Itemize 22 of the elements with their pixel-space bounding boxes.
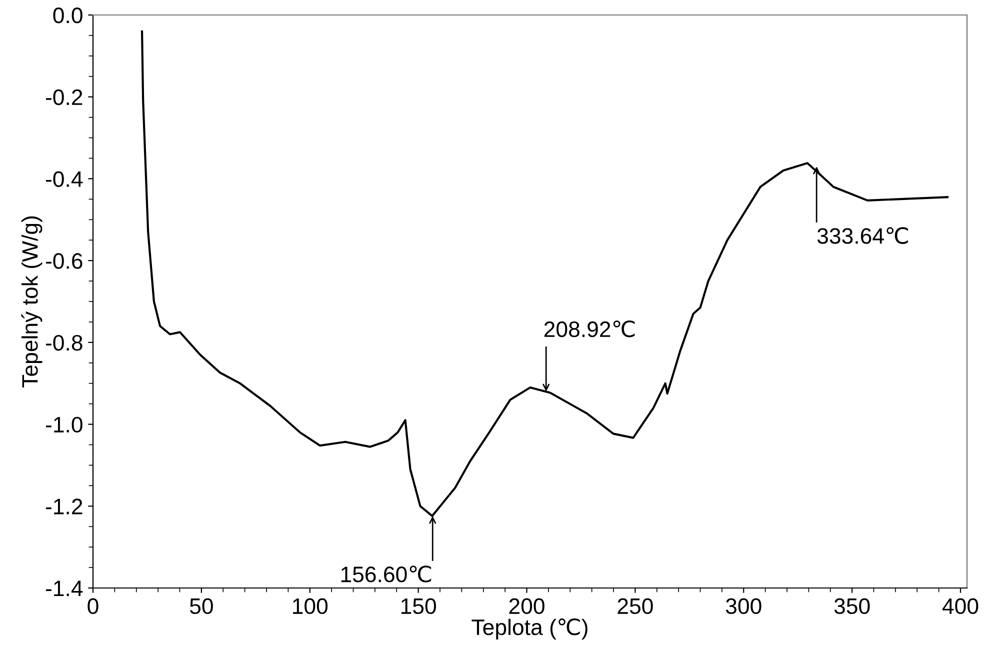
x-tick-label: 350 — [834, 598, 870, 614]
x-tick-label: 100 — [293, 598, 328, 614]
y-axis-title: Tepelný tok (W/g) — [21, 216, 42, 388]
x-tick-label: 50 — [190, 598, 213, 614]
y-tick-label: -0.2 — [46, 89, 82, 106]
x-tick-label: 400 — [942, 598, 978, 614]
y-tick-label: -1.2 — [46, 498, 82, 514]
y-tick-label: -0.4 — [46, 171, 83, 187]
x-tick-label: 150 — [401, 598, 436, 614]
x-axis-title: Teplota (℃) — [472, 618, 588, 640]
y-tick-label: 0.0 — [53, 8, 82, 24]
y-tick-label: -0.8 — [46, 334, 82, 351]
y-tick-label: -1.4 — [46, 580, 83, 596]
annotation: 208.92℃ — [544, 320, 635, 338]
x-tick-label: 200 — [509, 598, 544, 614]
x-tick-label: 0 — [88, 598, 98, 614]
y-tick-label: -1.0 — [46, 416, 82, 433]
y-tick-label: -0.6 — [46, 253, 82, 269]
x-tick-label: 300 — [726, 598, 762, 614]
x-tick-label: 250 — [618, 598, 653, 614]
annotation: 333.64℃ — [817, 227, 908, 244]
annotation: 156.60℃ — [341, 566, 432, 582]
